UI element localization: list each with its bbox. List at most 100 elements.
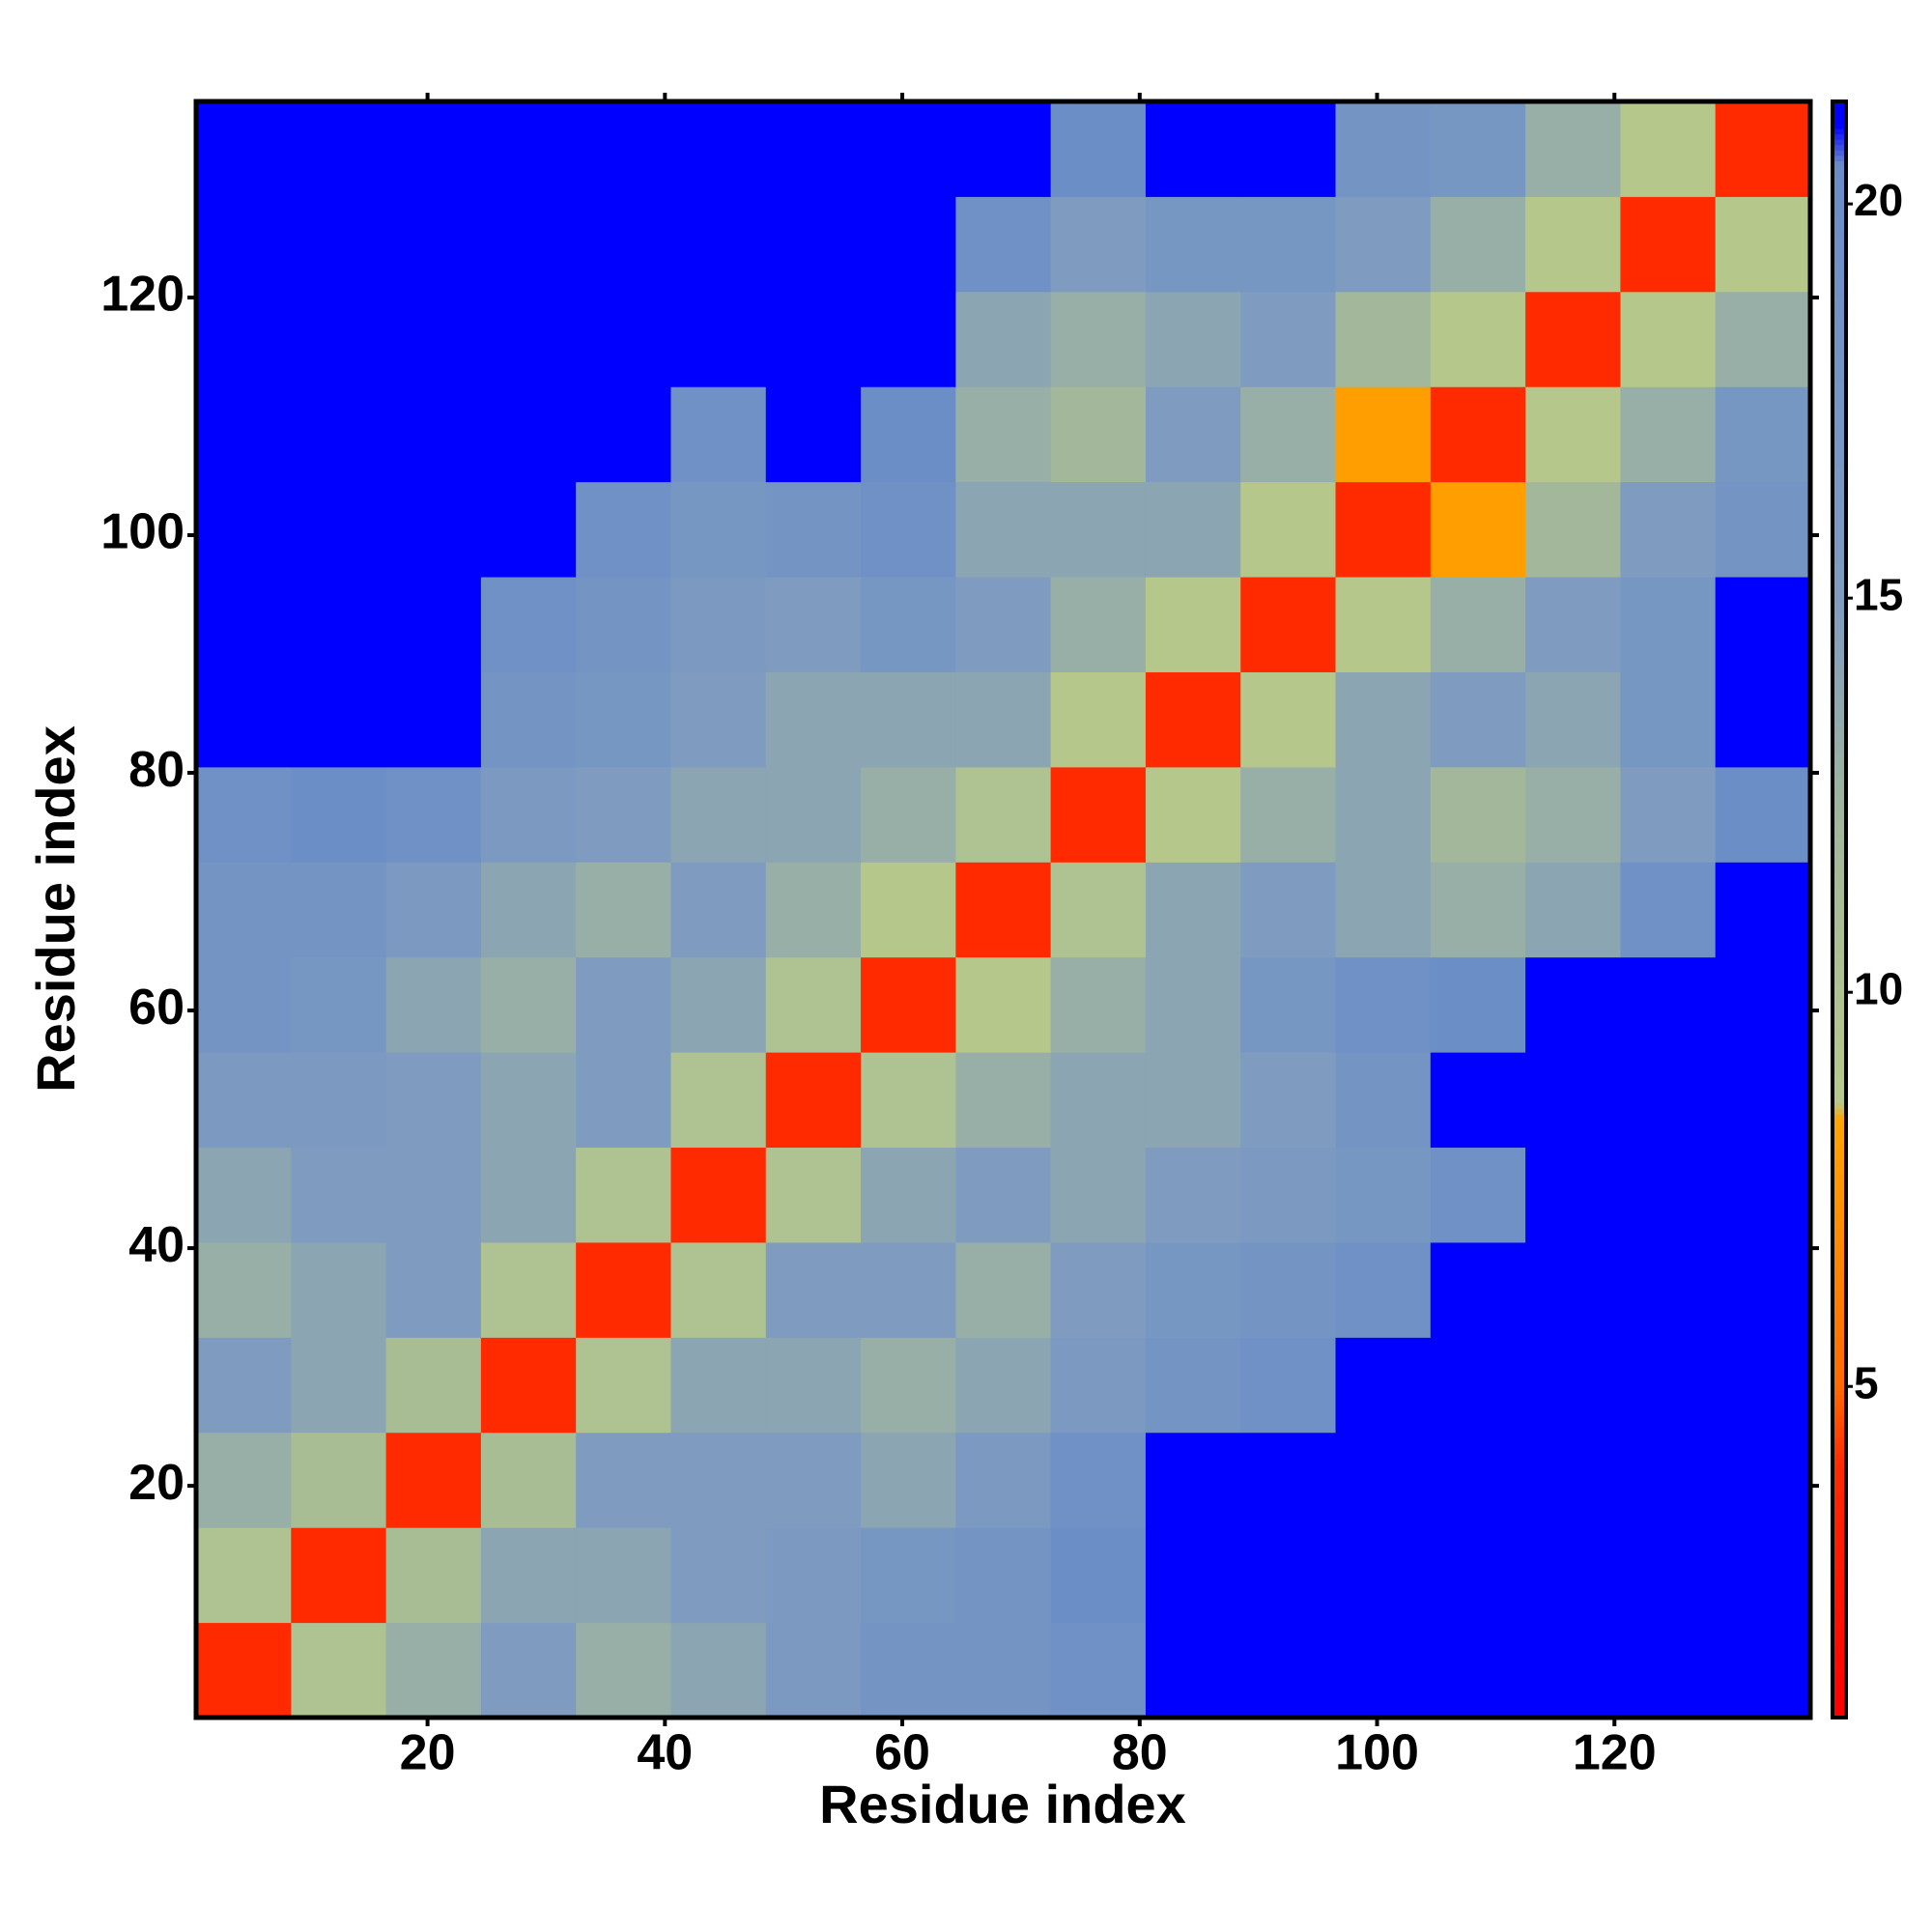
heatmap-cell [196,862,292,958]
colorbar-strip [1833,1216,1846,1223]
heatmap-cell [955,1052,1052,1149]
heatmap-cell [385,956,482,1053]
heatmap-cell [670,1052,767,1149]
colorbar-strip [1833,1566,1846,1574]
heatmap-cell [291,577,387,672]
colorbar-strip [1833,139,1846,146]
colorbar-strip [1833,1615,1846,1622]
colorbar-strip [1833,1162,1846,1169]
colorbar-strip [1833,790,1846,797]
heatmap-cell [955,481,1052,578]
heatmap-cell [1240,862,1337,958]
colorbar-strip [1833,850,1846,857]
colorbar-strip [1833,1114,1846,1121]
colorbar-strip [1833,1221,1846,1229]
colorbar-strip [1833,219,1846,226]
heatmap-cell [1240,1622,1337,1719]
colorbar-strip [1833,171,1846,178]
colorbar-strip [1833,581,1846,587]
colorbar-strip [1833,1060,1846,1066]
heatmap-cell [955,1147,1052,1243]
colorbar-strip [1833,903,1846,911]
heatmap-cell [670,1432,767,1528]
colorbar-strip [1833,1119,1846,1126]
colorbar-strip [1833,645,1846,652]
colorbar-strip [1833,1631,1846,1637]
heatmap-cell [670,1241,767,1338]
heatmap-cell [1050,766,1147,863]
heatmap-cell [861,481,956,578]
colorbar-strip [1833,570,1846,577]
heatmap-cell [1620,956,1717,1053]
heatmap-cell [1620,291,1717,387]
x-tick-label: 60 [874,1725,930,1781]
colorbar-strip [1833,1033,1846,1039]
colorbar-strip [1833,1701,1846,1708]
colorbar-strip [1833,1006,1846,1013]
colorbar-strip [1833,585,1846,593]
colorbar-strip [1833,1292,1846,1298]
colorbar-strip [1833,1049,1846,1056]
heatmap-cell [1620,862,1717,958]
colorbar-strip [1833,516,1846,523]
colorbar-strip [1833,510,1846,518]
colorbar-strip [1833,1151,1846,1158]
colorbar-strip [1833,305,1846,313]
colorbar-strip [1833,1183,1846,1191]
colorbar-strip [1833,1270,1846,1277]
colorbar-strip [1833,543,1846,550]
colorbar-strip [1833,753,1846,759]
colorbar-strip [1833,1248,1846,1256]
heatmap-cell [1240,196,1337,293]
heatmap-cell [1620,481,1717,578]
colorbar-strip [1833,925,1846,932]
colorbar-strip [1833,1200,1846,1207]
colorbar-strip [1833,1081,1846,1089]
heatmap-cell [765,1622,862,1719]
colorbar-strip [1833,468,1846,474]
heatmap-cell [1430,1527,1526,1624]
colorbar-strip [1833,263,1846,270]
colorbar-strip [1833,1001,1846,1008]
heatmap-cell [1050,196,1147,293]
heatmap-cell [765,577,862,672]
colorbar-strip [1833,855,1846,862]
colorbar-strip [1833,1210,1846,1217]
heatmap-cell [1620,1337,1717,1434]
heatmap-cell [291,671,387,768]
heatmap-cell [765,386,862,483]
heatmap-cell [670,386,767,483]
colorbar-strip [1833,758,1846,765]
heatmap-cell [385,1147,482,1243]
colorbar-strip [1833,424,1846,431]
colorbar-strip [1833,435,1846,441]
heatmap-cell [1240,956,1337,1053]
heatmap-cell [1525,1432,1621,1528]
heatmap-cell [385,196,482,293]
colorbar-strip [1833,667,1846,673]
heatmap-cell [385,291,482,387]
colorbar-strip [1833,1038,1846,1045]
colorbar-strip [1833,1663,1846,1670]
colorbar-strip [1833,1636,1846,1643]
heatmap-cell [1430,1337,1526,1434]
colorbar-strip [1833,1432,1846,1438]
colorbar-strip [1833,317,1846,324]
colorbar-strip [1833,1017,1846,1024]
colorbar-strip [1833,1264,1846,1271]
colorbar-strip [1833,828,1846,836]
colorbar-strip [1833,290,1846,297]
heatmap-cell [670,862,767,958]
colorbar-strip [1833,715,1846,722]
colorbar-strip [1833,192,1846,199]
heatmap-cell [480,766,577,863]
colorbar-strip [1833,101,1846,108]
colorbar-strip [1833,1690,1846,1697]
heatmap-cell [196,1432,292,1528]
heatmap-cell [480,956,577,1053]
heatmap-cell [480,1622,577,1719]
colorbar-strip [1833,1254,1846,1261]
colorbar-strip [1833,1313,1846,1320]
heatmap-cell [1335,1622,1432,1719]
